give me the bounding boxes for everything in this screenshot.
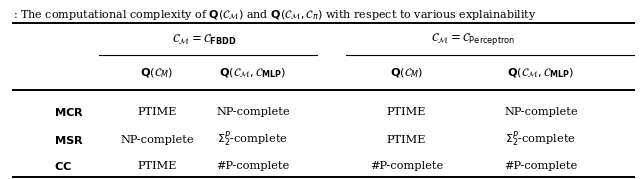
Text: $\mathbf{Q}(\mathcal{C}_M)$: $\mathbf{Q}(\mathcal{C}_M)$: [140, 67, 173, 80]
Text: PTIME: PTIME: [137, 107, 177, 117]
Text: #P-complete: #P-complete: [216, 161, 289, 171]
Text: $\mathbf{Q}(\mathcal{C}_\mathcal{M}, \mathcal{C}_{\mathbf{MLP}})$: $\mathbf{Q}(\mathcal{C}_\mathcal{M}, \ma…: [219, 67, 287, 80]
Text: : The computational complexity of $\mathbf{Q}(\mathcal{C}_\mathcal{M})$ and $\ma: : The computational complexity of $\math…: [13, 8, 536, 21]
Text: $\mathcal{C}_\mathcal{M} = \mathcal{C}_{\mathbf{FBDD}}$: $\mathcal{C}_\mathcal{M} = \mathcal{C}_{…: [172, 33, 237, 46]
Text: $\mathbf{Q}(\mathcal{C}_M)$: $\mathbf{Q}(\mathcal{C}_M)$: [390, 67, 423, 80]
Text: NP-complete: NP-complete: [216, 107, 290, 117]
Text: $\Sigma_2^P$-complete: $\Sigma_2^P$-complete: [218, 130, 288, 149]
Text: NP-complete: NP-complete: [120, 135, 194, 145]
Text: $\Sigma_2^P$-complete: $\Sigma_2^P$-complete: [506, 130, 576, 149]
Text: PTIME: PTIME: [387, 107, 426, 117]
Text: PTIME: PTIME: [387, 135, 426, 145]
Text: PTIME: PTIME: [137, 161, 177, 171]
Text: $\mathbf{CC}$: $\mathbf{CC}$: [54, 159, 72, 172]
Text: $\mathbf{MSR}$: $\mathbf{MSR}$: [54, 134, 84, 146]
Text: $\mathbf{MCR}$: $\mathbf{MCR}$: [54, 106, 84, 118]
Text: #P-complete: #P-complete: [504, 161, 577, 171]
Text: $\mathcal{C}_\mathcal{M} = \mathcal{C}_{\mathrm{Perceptron}}$: $\mathcal{C}_\mathcal{M} = \mathcal{C}_{…: [431, 31, 516, 47]
Text: NP-complete: NP-complete: [504, 107, 578, 117]
Text: #P-complete: #P-complete: [370, 161, 443, 171]
Text: $\mathbf{Q}(\mathcal{C}_\mathcal{M}, \mathcal{C}_{\mathbf{MLP}})$: $\mathbf{Q}(\mathcal{C}_\mathcal{M}, \ma…: [507, 67, 575, 80]
